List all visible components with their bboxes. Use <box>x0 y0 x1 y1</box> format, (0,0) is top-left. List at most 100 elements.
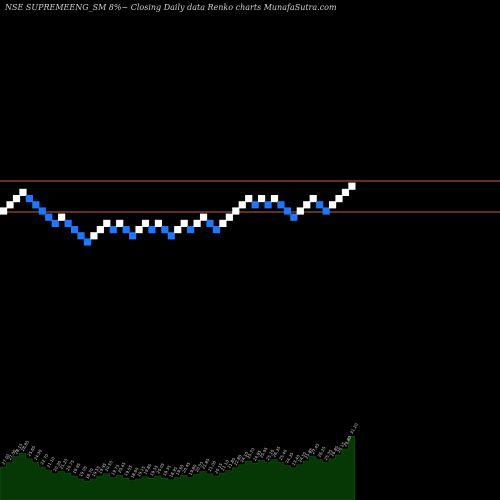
volume-label: 20.55 <box>194 460 204 473</box>
renko-brick <box>58 213 66 221</box>
volume-label: 28.85 <box>20 439 30 452</box>
renko-brick <box>316 201 324 209</box>
renko-brick <box>277 201 285 209</box>
volume-label: 24.10 <box>239 450 249 463</box>
volume-label: 21.10 <box>220 459 230 472</box>
renko-brick <box>187 226 195 234</box>
volume-label: 27.00 <box>1 453 11 466</box>
volume-label: 23.40 <box>291 453 301 466</box>
volume-label: 25.85 <box>304 447 314 460</box>
volume-label: 19.85 <box>142 462 152 475</box>
volume-label: 28.15 <box>336 441 346 454</box>
renko-brick <box>335 195 343 203</box>
volume-label: 19.75 <box>110 463 120 476</box>
renko-brick <box>167 232 175 240</box>
renko-brick <box>270 195 279 203</box>
volume-label: 19.55 <box>123 464 133 477</box>
renko-brick <box>264 201 272 209</box>
renko-brick <box>38 207 46 215</box>
renko-brick <box>6 201 14 209</box>
renko-brick <box>180 219 188 227</box>
renko-brick <box>238 201 246 209</box>
volume-label: 25.70 <box>246 447 256 460</box>
renko-brick <box>161 226 169 234</box>
volume-label: 22.70 <box>39 453 49 466</box>
volume-label: 19.55 <box>91 465 101 478</box>
renko-brick <box>77 232 85 240</box>
renko-brick <box>303 201 311 209</box>
renko-brick <box>70 226 79 234</box>
renko-brick <box>341 188 350 196</box>
volume-label: 26.25 <box>317 445 327 458</box>
volume-label: 29.80 <box>342 435 352 448</box>
renko-brick <box>141 219 150 227</box>
chart-title: NSE SUPREMEENG_SM 8%~ Closing Daily data… <box>5 3 337 12</box>
renko-brick <box>258 195 266 203</box>
volume-label: 21.85 <box>200 457 210 470</box>
renko-brick <box>232 207 240 215</box>
volume-label: 24.55 <box>297 450 307 463</box>
volume-label: 19.55 <box>149 464 159 477</box>
renko-brick <box>51 219 59 227</box>
volume-label: 20.30 <box>52 459 62 472</box>
volume-label: 20.55 <box>104 459 114 472</box>
volume-label: 24.35 <box>284 451 294 464</box>
renko-brick <box>32 201 40 209</box>
renko-brick <box>0 207 8 215</box>
volume-labels: 27.0027.0028.1528.8525.6524.3022.7021.10… <box>1 422 360 480</box>
volume-label: 19.05 <box>78 465 88 478</box>
renko-brick <box>251 201 259 209</box>
renko-brick <box>135 226 143 234</box>
renko-brick <box>322 207 330 215</box>
volume-label: 19.80 <box>188 463 198 476</box>
volume-label: 20.15 <box>213 462 223 475</box>
volume-label: 18.95 <box>168 465 178 478</box>
volume-label: 24.30 <box>33 448 43 461</box>
renko-brick <box>283 207 291 215</box>
renko-brick <box>148 226 156 234</box>
renko-brick <box>109 226 117 234</box>
renko-brick <box>90 232 98 240</box>
renko-brick <box>348 182 356 190</box>
renko-brick <box>193 219 201 227</box>
volume-label: 21.10 <box>46 456 56 469</box>
volume-label: 28.15 <box>13 442 23 455</box>
renko-brick <box>219 219 227 227</box>
volume-label: 24.85 <box>252 449 262 462</box>
renko-brick <box>206 219 214 227</box>
renko-brick <box>154 219 162 227</box>
renko-brick <box>103 219 111 227</box>
volume-label: 25.10 <box>265 448 275 461</box>
volume-label: 27.00 <box>7 448 17 461</box>
volume-label: 25.40 <box>278 448 288 461</box>
volume-label: 20.45 <box>117 461 127 474</box>
renko-brick <box>245 195 253 203</box>
volume-label: 19.65 <box>175 463 185 476</box>
volume-label: 19.15 <box>136 465 146 478</box>
renko-brick <box>45 213 53 221</box>
volume-label: 21.80 <box>226 456 236 469</box>
volume-label: 26.35 <box>271 445 281 458</box>
volume-area-shape <box>0 435 356 500</box>
renko-brick <box>225 213 233 221</box>
volume-label: 22.80 <box>233 453 243 466</box>
volume-label: 25.65 <box>26 444 36 457</box>
volume-label: 27.45 <box>310 442 320 455</box>
renko-brick <box>309 195 317 203</box>
volume-label: 19.95 <box>97 462 107 475</box>
renko-brick <box>122 226 130 234</box>
reference-lines <box>0 180 500 213</box>
volume-label: 18.60 <box>130 466 140 479</box>
renko-brick <box>290 213 298 221</box>
volume-area <box>0 435 356 500</box>
volume-label: 20.75 <box>65 459 75 472</box>
renko-brick <box>129 232 137 240</box>
volume-label: 20.05 <box>155 462 165 475</box>
volume-label: 18.70 <box>84 467 94 480</box>
renko-brick <box>64 219 72 227</box>
volume-label: 19.35 <box>162 464 172 477</box>
volume-label: 31.20 <box>349 422 359 435</box>
renko-bricks <box>0 182 356 246</box>
renko-brick <box>199 213 208 221</box>
